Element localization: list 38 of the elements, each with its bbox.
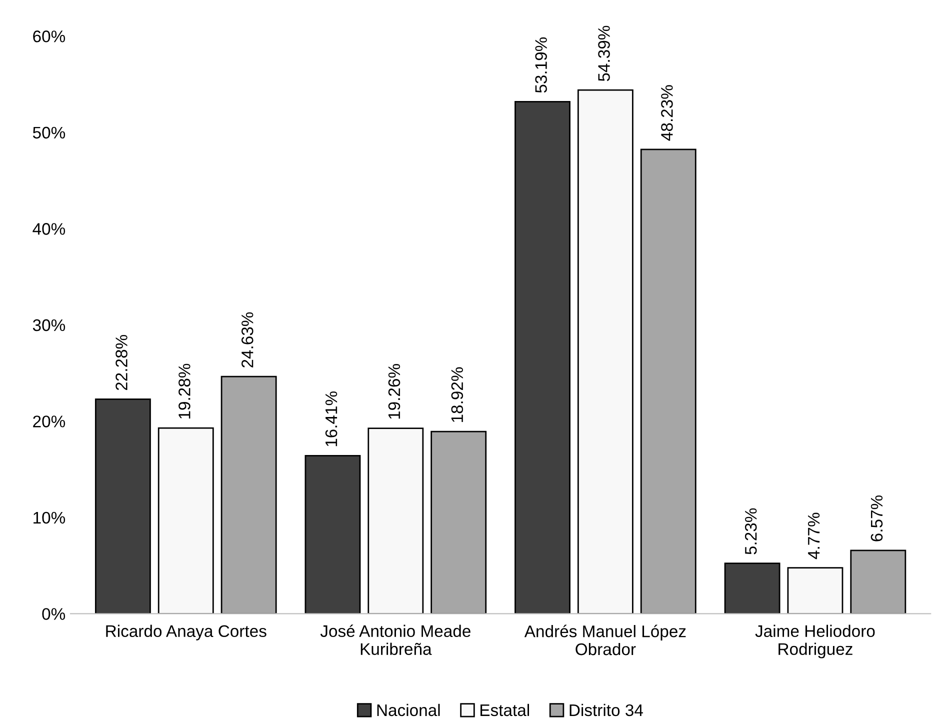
legend-label: Estatal bbox=[480, 704, 529, 716]
y-tick-label: 60% bbox=[33, 30, 66, 42]
data-label: 6.57% bbox=[870, 495, 883, 542]
bar bbox=[787, 567, 844, 614]
bar bbox=[430, 430, 487, 614]
data-label: 53.19% bbox=[535, 37, 547, 93]
x-tick-label: Ricardo Anaya Cortes bbox=[106, 624, 266, 640]
y-tick-label: 20% bbox=[33, 416, 66, 428]
data-label: 19.26% bbox=[388, 364, 400, 419]
legend-label: Nacional bbox=[377, 704, 440, 716]
data-label: 18.92% bbox=[451, 367, 464, 422]
x-tick-label: Andrés Manuel López Obrador bbox=[524, 624, 686, 656]
legend-label: Distrito 34 bbox=[570, 704, 643, 716]
bar bbox=[158, 427, 214, 614]
y-tick-label: 50% bbox=[32, 126, 66, 139]
y-tick-label: 10% bbox=[34, 512, 66, 524]
data-label: 48.23% bbox=[661, 85, 673, 141]
data-label: 4.77% bbox=[808, 512, 820, 560]
bar bbox=[220, 376, 277, 614]
y-tick-label: 40% bbox=[32, 223, 66, 235]
bar bbox=[577, 89, 634, 614]
data-label: 19.28% bbox=[178, 364, 190, 418]
bar bbox=[724, 562, 780, 614]
bar bbox=[368, 428, 424, 614]
bar bbox=[304, 455, 361, 614]
x-tick-label: Jaime Heliodoro Rodriguez bbox=[755, 624, 875, 658]
x-tick-label: José Antonio Meade Kuribreña bbox=[320, 624, 470, 656]
y-tick-label: 30% bbox=[32, 319, 66, 332]
bar bbox=[850, 550, 906, 614]
y-tick-label: 0% bbox=[42, 608, 66, 620]
bar bbox=[94, 398, 151, 614]
data-label: 5.23% bbox=[744, 508, 757, 554]
data-label: 22.28% bbox=[116, 334, 128, 390]
bar bbox=[640, 148, 696, 614]
data-label: 16.41% bbox=[325, 391, 338, 446]
data-label: 24.63% bbox=[241, 312, 254, 368]
data-label: 54.39% bbox=[598, 26, 610, 82]
bar bbox=[514, 100, 570, 614]
